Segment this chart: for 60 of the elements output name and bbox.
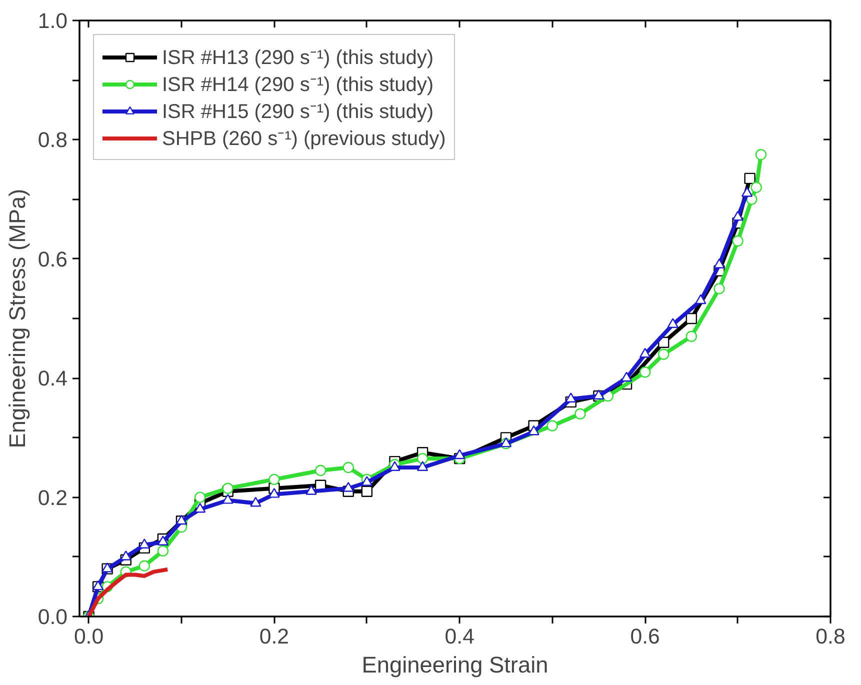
x-tick-label: 0.6 [630, 624, 660, 648]
point [574, 408, 586, 420]
x-tick-label: 0.8 [816, 624, 846, 648]
y-tick-label: 0.0 [38, 605, 68, 629]
point [194, 502, 206, 513]
point [194, 492, 206, 503]
point [268, 474, 280, 486]
legend-label: ISR #H15 (290 s⁻¹) (this study) [162, 100, 434, 124]
point [755, 149, 767, 160]
x-axis-title: Engineering Strain [362, 652, 548, 678]
y-axis-title: Engineering Stress (MPa) [4, 188, 30, 448]
point [667, 318, 678, 328]
point [342, 482, 354, 492]
point [750, 182, 762, 193]
point [361, 476, 373, 486]
x-tick-label: 0.2 [259, 624, 290, 648]
point [593, 390, 604, 400]
x-tick-label: 0.0 [74, 624, 104, 648]
y-tick-label: 0.4 [38, 366, 68, 391]
point [157, 536, 169, 546]
point [732, 210, 744, 221]
legend-label: SHPB (260 s⁻¹) (previous study) [162, 127, 446, 151]
y-tick-label: 0.2 [38, 486, 68, 510]
point [528, 425, 540, 436]
point [732, 235, 744, 247]
point [314, 464, 326, 476]
point [454, 449, 466, 460]
point [639, 366, 651, 378]
point [741, 186, 753, 197]
y-tick-label: 1.0 [38, 9, 68, 33]
point [250, 496, 262, 507]
point [120, 550, 132, 560]
point [342, 462, 354, 474]
point [686, 312, 698, 324]
point [744, 172, 756, 184]
point [268, 488, 280, 498]
point [416, 461, 428, 471]
point [157, 545, 169, 557]
point [658, 348, 670, 360]
point [620, 372, 632, 382]
point [222, 494, 234, 504]
point [546, 420, 558, 432]
point [389, 461, 400, 471]
point [361, 486, 373, 497]
legend-label: ISR #H13 (290 s⁻¹) (this study) [162, 46, 434, 70]
point [138, 538, 150, 548]
x-tick-label: 0.4 [444, 624, 475, 648]
legend-label: ISR #H14 (290 s⁻¹) (this study) [162, 73, 434, 97]
y-tick-label: 0.6 [38, 247, 68, 272]
point [686, 330, 698, 342]
point [306, 484, 317, 495]
point [222, 482, 234, 494]
point [714, 283, 725, 294]
point [565, 392, 576, 402]
point [416, 452, 428, 464]
point [714, 258, 725, 268]
point [639, 348, 651, 358]
point [138, 560, 150, 572]
y-tick-label: 0.8 [38, 128, 68, 152]
point [695, 294, 706, 304]
